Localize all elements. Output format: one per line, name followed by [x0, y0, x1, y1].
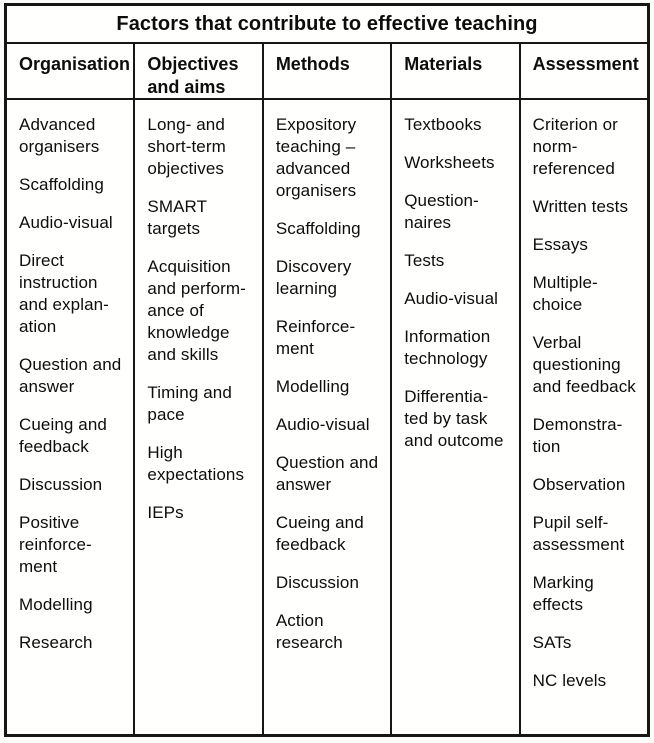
column-header-methods: Methods — [263, 44, 391, 100]
table-item: IEPs — [147, 503, 184, 522]
table-item: Discussion — [19, 475, 103, 494]
table-item: Marking effects — [532, 573, 594, 614]
table-item: Demonstra- tion — [532, 415, 623, 456]
table-columns: Organisation Advanced organisers Scaffoldi… — [7, 44, 648, 734]
column-body-methods: Expository teaching – advanced organiser… — [264, 100, 390, 734]
table-item: Written tests — [532, 197, 629, 216]
table-item: Modelling — [275, 377, 350, 396]
table-item: Discussion — [275, 573, 360, 592]
table-item: Audio-visual — [404, 289, 499, 308]
column-header-materials: Materials — [392, 44, 519, 100]
column-body-assessment: Criterion or norm- referenced Written tes… — [521, 100, 647, 734]
table-item: Scaffolding — [275, 219, 361, 238]
table-item: Pupil self- assessment — [532, 513, 625, 554]
table-item: Research — [19, 633, 93, 652]
table-item: Criterion or norm- referenced — [532, 115, 618, 178]
column-objectives-and-aims: Objectives and aims Long- and short-term … — [135, 44, 264, 734]
table-item: Question and answer — [275, 453, 379, 494]
column-body-objectives-and-aims: Long- and short-term objectives SMART tar… — [135, 100, 261, 734]
column-materials: Materials Textbooks Worksheets Question- na… — [392, 44, 521, 734]
table-item: Worksheets — [404, 153, 495, 172]
table-item: Direct instruction and explan- ation — [19, 251, 109, 336]
table-item: Timing and pace — [147, 383, 232, 424]
column-organisation: Organisation Advanced organisers Scaffoldi… — [7, 44, 136, 734]
table-item: Question- naires — [404, 191, 479, 232]
table-item: Audio-visual — [19, 213, 113, 232]
table-item: Information technology — [404, 327, 491, 368]
table-item: Long- and short-term objectives — [147, 115, 226, 178]
column-assessment: Assessment Criterion or norm- referenced W… — [520, 44, 648, 734]
table-item: NC levels — [532, 671, 607, 690]
table-item: Modelling — [19, 595, 93, 614]
factors-table: Factors that contribute to effective tea… — [4, 3, 650, 737]
table-item: Discovery learning — [275, 257, 352, 298]
table-item: Audio-visual — [275, 415, 370, 434]
table-item: Textbooks — [404, 115, 482, 134]
table-item: Multiple- choice — [532, 273, 598, 314]
table-item: Expository teaching – advanced organiser… — [275, 115, 357, 200]
table-item: Question and answer — [19, 355, 122, 396]
table-item: High expectations — [147, 443, 245, 484]
column-body-materials: Textbooks Worksheets Question- naires Tests… — [392, 100, 518, 734]
table-item: Cueing and feedback — [275, 513, 364, 554]
column-header-organisation: Organisation — [7, 44, 134, 100]
table-item: Tests — [404, 251, 445, 270]
table-item: Acquisition and perform- ance of knowled… — [147, 257, 246, 364]
table-item: Scaffolding — [19, 175, 104, 194]
column-header-assessment: Assessment — [520, 44, 648, 100]
table-item: SMART targets — [147, 197, 208, 238]
column-header-objectives-and-aims: Objectives and aims — [135, 44, 262, 100]
table-item: Verbal questioning and feedback — [532, 333, 636, 396]
table-item: Reinforce- ment — [275, 317, 356, 358]
table-item: Essays — [532, 235, 589, 254]
table-item: Positive reinforce- ment — [19, 513, 92, 576]
table-item: Differentia- ted by task and outcome — [404, 387, 504, 450]
table-item: Advanced organisers — [19, 115, 100, 156]
table-item: Observation — [532, 475, 626, 494]
table-item: Cueing and feedback — [19, 415, 107, 456]
column-body-organisation: Advanced organisers Scaffolding Audio-visu… — [7, 100, 133, 734]
table-item: Action research — [275, 611, 343, 652]
table-title: Factors that contribute to effective tea… — [7, 6, 647, 44]
table-item: SATs — [532, 633, 572, 652]
column-methods: Methods Expository teaching – advanced or… — [263, 44, 393, 734]
